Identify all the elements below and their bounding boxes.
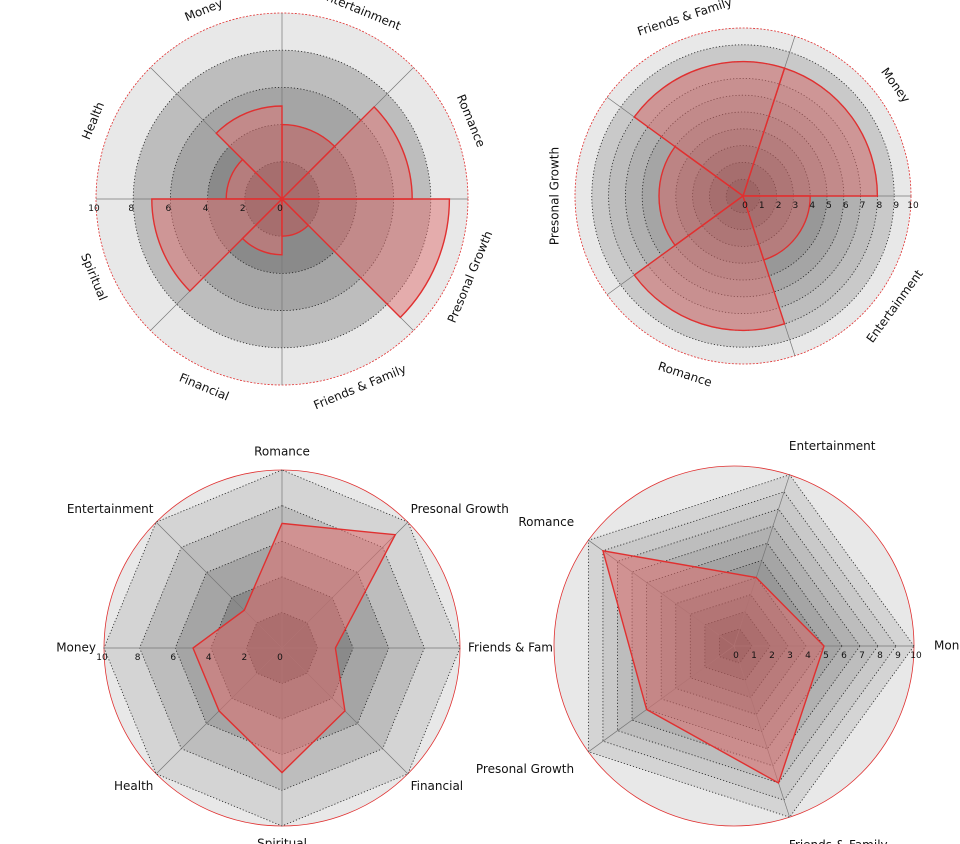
chart-1: 0246810EntertainmentMoneyHealthSpiritual… xyxy=(78,0,495,412)
tick-label: 4 xyxy=(805,651,811,661)
category-label: Entertainment xyxy=(67,502,154,516)
data-bar xyxy=(658,145,745,247)
tick-label: 5 xyxy=(826,201,832,211)
category-label: Money xyxy=(56,641,96,655)
tick-label: 0 xyxy=(742,201,748,211)
category-label: Health xyxy=(114,779,153,793)
category-label: Spiritual xyxy=(78,251,110,302)
tick-label: 1 xyxy=(759,201,765,211)
tick-label: 6 xyxy=(170,653,176,663)
data-bar xyxy=(742,195,811,261)
data-bar xyxy=(742,67,879,197)
category-label: Romance xyxy=(656,359,713,390)
tick-label: 4 xyxy=(203,204,209,214)
tick-label: 6 xyxy=(843,201,849,211)
tick-label: 3 xyxy=(793,201,799,211)
tick-label: 1 xyxy=(751,651,757,661)
tick-label: 10 xyxy=(88,204,100,214)
tick-label: 8 xyxy=(135,653,141,663)
tick-label: 7 xyxy=(859,651,865,661)
category-label: Presonal Growth xyxy=(411,502,509,516)
category-label: Financial xyxy=(411,779,464,793)
category-label: Financial xyxy=(177,370,231,403)
category-label: Health xyxy=(79,100,107,142)
tick-label: 6 xyxy=(841,651,847,661)
tick-label: 2 xyxy=(769,651,775,661)
tick-label: 0 xyxy=(277,204,283,214)
tick-label: 10 xyxy=(907,201,919,211)
category-label: Spiritual xyxy=(257,837,307,844)
tick-label: 8 xyxy=(128,204,134,214)
category-label: Entertainment xyxy=(789,439,876,453)
tick-label: 0 xyxy=(733,651,739,661)
tick-label: 2 xyxy=(776,201,782,211)
tick-label: 6 xyxy=(166,204,172,214)
tick-label: 9 xyxy=(895,651,901,661)
tick-label: 8 xyxy=(877,201,883,211)
category-label: Romance xyxy=(454,92,488,149)
category-label: Money xyxy=(878,65,913,105)
data-polygon xyxy=(601,549,825,784)
data-bar xyxy=(241,197,283,256)
category-label: Friends & Family xyxy=(789,838,888,844)
category-label: Friends & Family xyxy=(468,641,567,655)
data-polygon xyxy=(192,522,397,774)
tick-label: 0 xyxy=(277,653,283,663)
tick-label: 5 xyxy=(823,651,829,661)
category-label: Money xyxy=(934,639,960,653)
data-bar xyxy=(633,60,786,198)
tick-label: 8 xyxy=(877,651,883,661)
tick-label: 10 xyxy=(910,651,922,661)
tick-label: 7 xyxy=(860,201,866,211)
category-label: Romance xyxy=(518,515,574,529)
tick-label: 4 xyxy=(809,201,815,211)
category-label: Money xyxy=(183,0,225,24)
data-bar xyxy=(215,105,283,201)
tick-label: 3 xyxy=(787,651,793,661)
tick-label: 4 xyxy=(206,653,212,663)
chart-3: 0 2 4 6 8 10 Romance Entertainment Money Health Sp… xyxy=(56,445,567,844)
data-bar xyxy=(280,198,451,319)
data-bar xyxy=(633,194,786,332)
tick-label: 9 xyxy=(893,201,899,211)
data-bar xyxy=(281,123,336,201)
category-label: Presonal Growth xyxy=(476,762,574,776)
category-label: Romance xyxy=(254,445,310,459)
category-label: Presonal Growth xyxy=(548,147,562,245)
tick-label: 2 xyxy=(240,204,246,214)
tick-label: 10 xyxy=(96,653,108,663)
chart-4: 0 1 2 3 4 5 6 7 8 9 10 Money Entertainment Romance Pre… xyxy=(476,439,960,844)
data-bar xyxy=(151,198,284,293)
tick-label: 2 xyxy=(242,653,248,663)
data-bar xyxy=(280,105,413,200)
